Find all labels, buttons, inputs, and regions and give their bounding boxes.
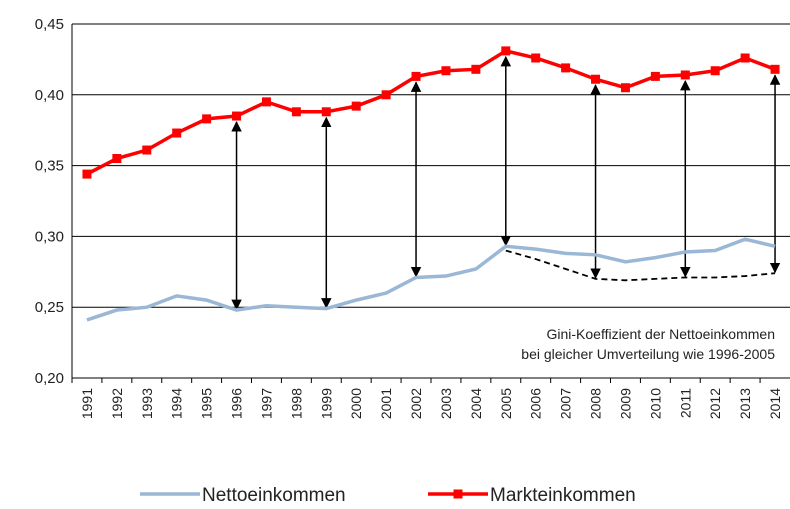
y-tick-label: 0,20 bbox=[35, 370, 64, 387]
marker bbox=[411, 71, 421, 81]
x-tick-label: 2011 bbox=[677, 388, 693, 418]
legend-marker bbox=[453, 489, 463, 499]
marker bbox=[172, 128, 182, 138]
marker bbox=[202, 114, 212, 124]
x-tick-label: 2009 bbox=[617, 388, 633, 419]
x-tick-label: 1992 bbox=[109, 388, 125, 419]
x-tick-label: 1993 bbox=[139, 388, 155, 419]
y-tick-label: 0,45 bbox=[35, 16, 64, 33]
legend-item: Nettoeinkommen bbox=[140, 485, 346, 506]
marker bbox=[740, 53, 750, 63]
marker bbox=[82, 169, 92, 179]
marker bbox=[650, 71, 660, 81]
x-tick-label: 1997 bbox=[258, 388, 274, 419]
legend-item: Markteinkommen bbox=[428, 485, 636, 506]
series-line bbox=[86, 49, 776, 176]
marker bbox=[501, 46, 511, 56]
marker bbox=[620, 83, 630, 93]
x-tick-label: 2013 bbox=[737, 388, 753, 419]
x-tick-label: 2001 bbox=[378, 388, 394, 419]
x-tick-label: 1996 bbox=[229, 388, 245, 419]
x-tick-label: 1994 bbox=[169, 388, 185, 419]
marker bbox=[142, 145, 152, 155]
x-tick-label: 2002 bbox=[408, 388, 424, 419]
x-tick-label: 2006 bbox=[528, 388, 544, 419]
x-tick-label: 2004 bbox=[468, 388, 484, 419]
marker bbox=[112, 154, 122, 164]
y-tick-label: 0,35 bbox=[35, 158, 64, 175]
marker bbox=[232, 111, 242, 121]
annotation: Gini-Koeffizient der Nettoeinkommen bbox=[546, 326, 775, 342]
x-tick-label: 2008 bbox=[588, 388, 604, 419]
y-tick-label: 0,25 bbox=[35, 299, 64, 316]
marker bbox=[261, 97, 271, 107]
y-tick-label: 0,40 bbox=[35, 87, 64, 104]
x-tick-label: 2014 bbox=[767, 388, 783, 419]
series-line bbox=[86, 237, 776, 322]
x-tick-label: 1999 bbox=[318, 388, 334, 419]
marker bbox=[531, 53, 541, 63]
annotation: bei gleicher Umverteilung wie 1996-2005 bbox=[521, 346, 775, 362]
marker bbox=[321, 107, 331, 117]
x-tick-label: 2010 bbox=[647, 388, 663, 419]
marker bbox=[291, 107, 301, 117]
x-tick-label: 1998 bbox=[288, 388, 304, 419]
x-tick-label: 2007 bbox=[558, 388, 574, 419]
x-tick-label: 1995 bbox=[199, 388, 215, 419]
legend-label: Markteinkommen bbox=[490, 485, 636, 504]
marker bbox=[591, 74, 601, 84]
marker bbox=[441, 66, 451, 76]
y-tick-label: 0,30 bbox=[35, 228, 64, 245]
marker bbox=[561, 63, 571, 73]
x-tick-label: 2000 bbox=[348, 388, 364, 419]
x-tick-label: 2012 bbox=[707, 388, 723, 419]
marker bbox=[471, 64, 481, 74]
marker bbox=[770, 64, 780, 74]
x-tick-label: 2005 bbox=[498, 388, 514, 419]
marker bbox=[710, 66, 720, 76]
x-tick-label: 1991 bbox=[79, 388, 95, 419]
marker bbox=[680, 70, 690, 80]
legend-label: Nettoeinkommen bbox=[202, 485, 346, 504]
series-line bbox=[505, 249, 776, 282]
marker bbox=[351, 101, 361, 111]
x-tick-label: 2003 bbox=[438, 388, 454, 419]
marker bbox=[381, 90, 391, 100]
